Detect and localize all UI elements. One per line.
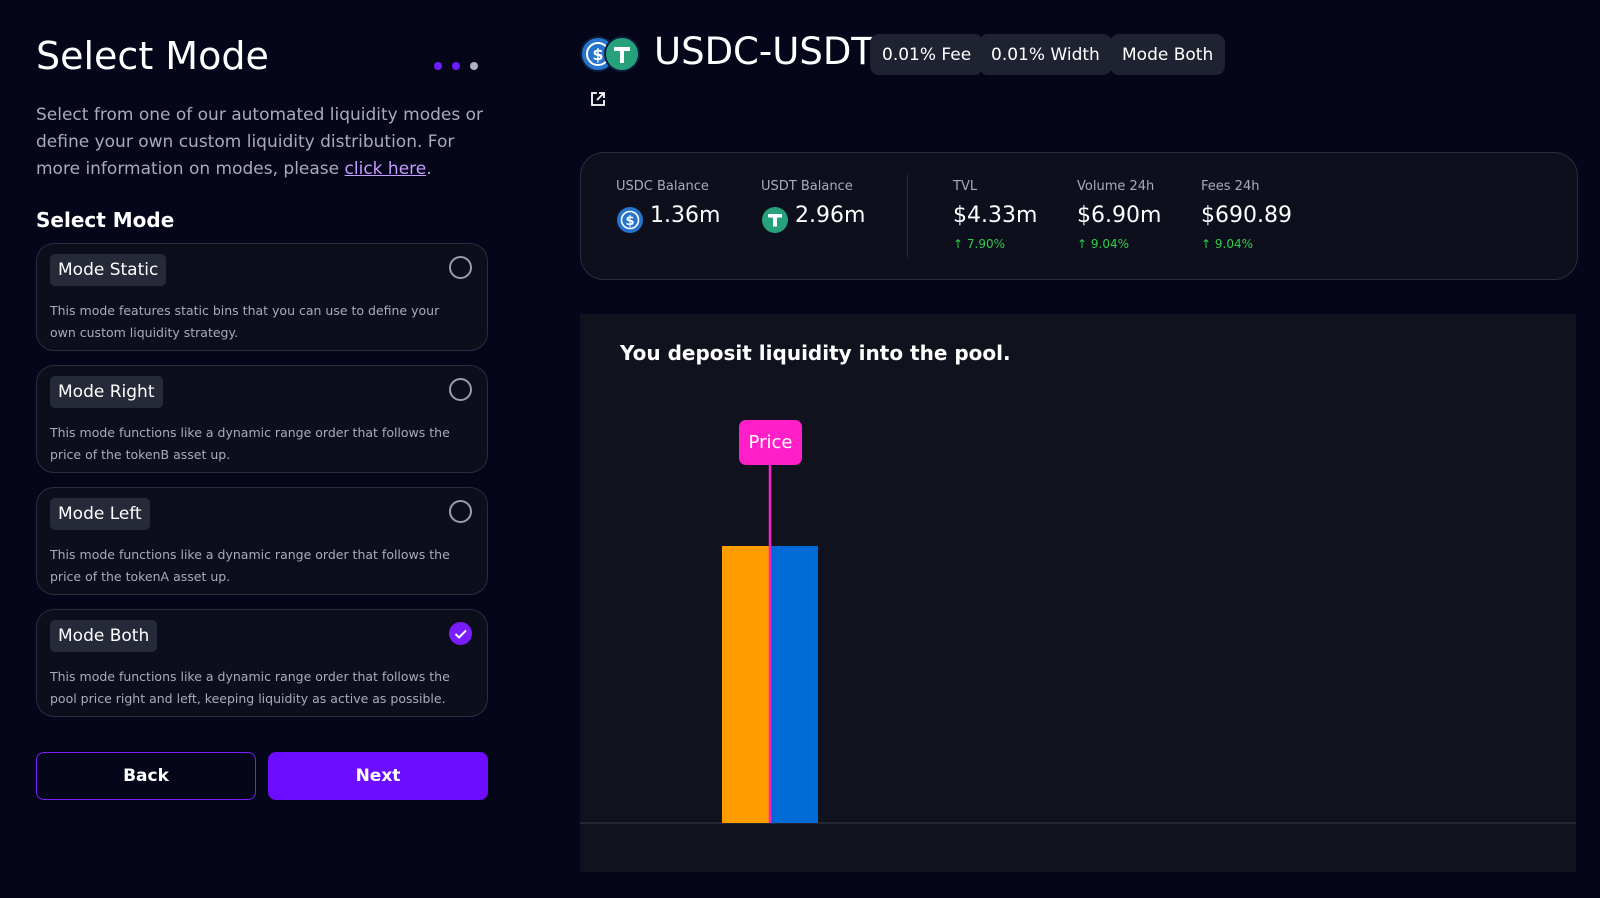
mode-card[interactable]: Mode Static This mode features static bin… xyxy=(36,243,488,351)
svg-text:$: $ xyxy=(592,45,603,64)
mode-description: This mode functions like a dynamic range… xyxy=(50,425,450,462)
stat-label: USDT Balance xyxy=(761,179,853,194)
illustration: You deposit liquidity into the pool. Pri… xyxy=(580,314,1576,872)
liquidity-graphic xyxy=(580,420,1576,824)
usdc-icon: $ xyxy=(617,207,643,233)
badge: 0.01% Width xyxy=(979,34,1112,75)
mode-description: This mode features static bins that you … xyxy=(50,303,440,340)
price-badge xyxy=(739,420,802,465)
stat-label: TVL xyxy=(953,179,978,194)
back-button[interactable]: Back xyxy=(36,752,256,800)
stat-label: Fees 24h xyxy=(1201,179,1260,194)
stat-label: USDC Balance xyxy=(616,179,709,194)
price-label: Price xyxy=(748,432,793,453)
external-link-icon[interactable] xyxy=(590,91,606,107)
mode-card[interactable]: Mode Left This mode functions like a dyna… xyxy=(36,487,488,595)
stat-change: ↑ 9.04% xyxy=(1201,237,1253,251)
step-dot xyxy=(452,62,460,70)
step-dot xyxy=(470,62,478,70)
illustration-title: You deposit liquidity into the pool. xyxy=(620,341,1011,365)
mode-description: This mode functions like a dynamic range… xyxy=(50,669,450,706)
stat-value: $4.33m xyxy=(953,203,1038,228)
stat-value: $6.90m xyxy=(1077,203,1162,228)
change-value: 9.04% xyxy=(1090,237,1129,251)
check-icon xyxy=(454,629,467,639)
stat-label: Volume 24h xyxy=(1077,179,1155,194)
step-dot xyxy=(434,62,442,70)
mode-description: This mode functions like a dynamic range… xyxy=(50,547,450,584)
mode-name: Mode Both xyxy=(50,620,158,652)
svg-text:$: $ xyxy=(625,214,634,229)
stat-value: 1.36m xyxy=(650,203,721,228)
stat-value: 2.96m xyxy=(795,203,866,228)
help-link[interactable]: click here xyxy=(344,159,427,179)
stat-change: ↑ 7.90% xyxy=(953,237,1005,251)
pair-name: USDC-USDT xyxy=(654,30,874,73)
badge: Mode Both xyxy=(1110,34,1226,75)
page-title: Select Mode xyxy=(36,34,269,78)
stats-card: USDC Balance $ 1.36m USDT Balance 2.96m … xyxy=(580,152,1578,280)
change-value: 9.04% xyxy=(1214,237,1253,251)
change-value: 7.90% xyxy=(966,237,1005,251)
description-text: Select from one of our automated liquidi… xyxy=(36,105,484,179)
mode-radio[interactable] xyxy=(449,500,472,523)
usdt-icon xyxy=(762,207,788,233)
token-a-bar xyxy=(722,546,770,823)
description: Select from one of our automated liquidi… xyxy=(36,102,486,183)
section-title: Select Mode xyxy=(36,208,175,232)
mode-card[interactable]: Mode Both This mode functions like a dyna… xyxy=(36,609,488,717)
badge: 0.01% Fee xyxy=(870,34,984,75)
mode-name: Mode Static xyxy=(50,254,167,286)
mode-name: Mode Right xyxy=(50,376,163,408)
description-suffix: . xyxy=(426,159,432,179)
divider xyxy=(907,175,908,257)
mode-radio[interactable] xyxy=(449,378,472,401)
mode-name: Mode Left xyxy=(50,498,150,530)
mode-radio[interactable] xyxy=(449,256,472,279)
token-icons: $ xyxy=(580,36,640,72)
token-b-bar xyxy=(770,546,818,823)
mode-card[interactable]: Mode Right This mode functions like a dyn… xyxy=(36,365,488,473)
mode-radio[interactable] xyxy=(449,622,472,645)
stat-change: ↑ 9.04% xyxy=(1077,237,1129,251)
next-button[interactable]: Next xyxy=(268,752,488,800)
stat-value: $690.89 xyxy=(1201,203,1292,228)
